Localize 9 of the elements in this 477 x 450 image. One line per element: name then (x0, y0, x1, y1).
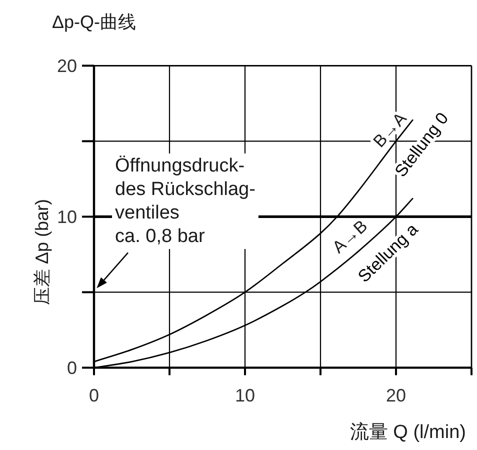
x-axis-title: 流量 Q (l/min) (350, 421, 466, 443)
y-tick-label: 0 (66, 358, 77, 378)
x-tick-label: 0 (88, 386, 100, 406)
y-axis-title: 压差 Δp (bar) (32, 198, 52, 306)
chart-title: Δp-Q-曲线 (52, 12, 136, 32)
y-tick-label: 10 (56, 207, 77, 228)
x-tick-label: 10 (234, 386, 256, 406)
x-tick-label: 20 (386, 386, 406, 406)
y-tick-label: 20 (56, 56, 77, 76)
